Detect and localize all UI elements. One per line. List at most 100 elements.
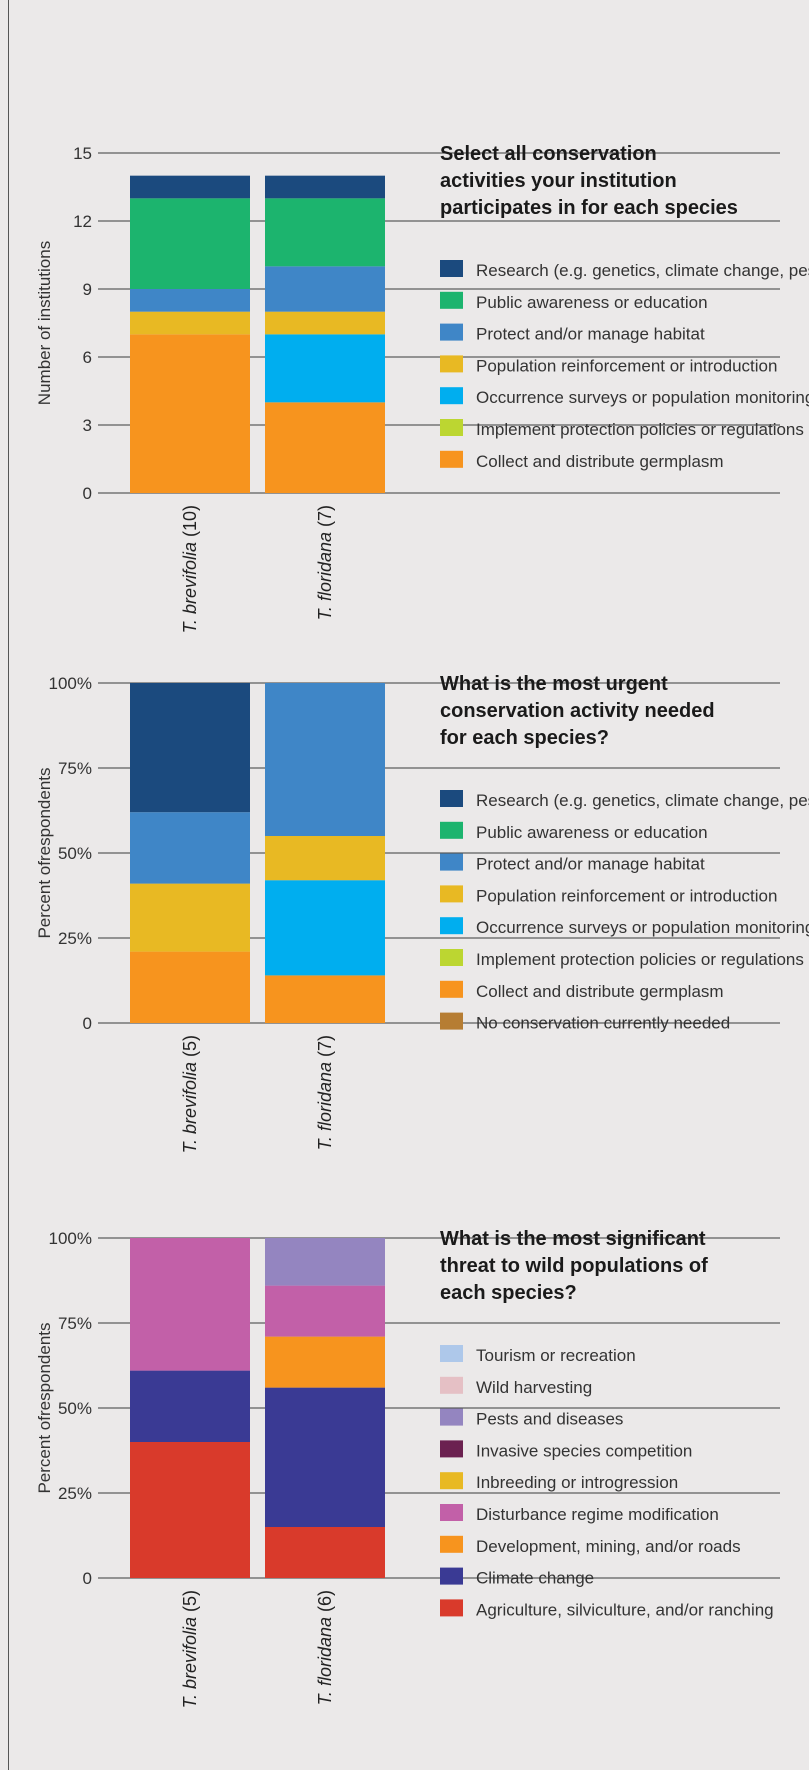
y-tick-label: 50% [58, 1399, 92, 1418]
legend-label: Collect and distribute germplasm [476, 452, 724, 471]
y-tick-label: 100% [49, 674, 92, 693]
y-tick-label: 6 [83, 348, 92, 367]
species-name: T. floridana [315, 527, 335, 620]
bar-segment [265, 683, 385, 836]
y-tick-label: 0 [83, 484, 92, 503]
legend-swatch [440, 1440, 463, 1458]
legend-label: Public awareness or education [476, 293, 708, 312]
bar-segment [265, 266, 385, 312]
legend-swatch [440, 980, 463, 998]
bar-segment [265, 1238, 385, 1286]
chart-significant-threat: 0 25% 50% 75% 100% Percent ofrespondents T. br… [35, 1228, 780, 1708]
bar-segment [130, 1238, 250, 1371]
bar-segment [265, 402, 385, 493]
x-category-label: T. floridana (7) [315, 505, 335, 620]
legend-swatch [440, 1345, 463, 1362]
legend-label: Research (e.g. genetics, climate change,… [476, 791, 809, 810]
bar-segment [130, 334, 250, 493]
bar-segment [130, 683, 250, 813]
legend-label: Population reinforcement or introduction [476, 886, 777, 905]
species-name: T. floridana [315, 1612, 335, 1705]
legend-label: Population reinforcement or introduction [476, 356, 777, 375]
respondent-count: (6) [315, 1590, 335, 1612]
y-tick-label: 100% [49, 1229, 92, 1248]
y-tick-label: 15 [73, 144, 92, 163]
legend-swatch [440, 291, 463, 309]
x-category-label: T. brevifolia (10) [180, 505, 200, 633]
bar-segment [265, 1285, 385, 1337]
legend-swatch [440, 355, 463, 373]
chart-title-line: conservation activity needed [440, 700, 715, 722]
legend-swatch [440, 419, 463, 436]
respondent-count: (10) [180, 505, 200, 537]
legend-label: Protect and/or manage habitat [476, 855, 705, 874]
legend-swatch [440, 1599, 463, 1617]
legend-label: Implement protection policies or regulat… [476, 950, 804, 969]
x-category-label: T. brevifolia (5) [180, 1590, 200, 1708]
y-axis-label: Number of institutions [35, 241, 54, 405]
bar-segment [130, 311, 250, 335]
bar-segment [265, 975, 385, 1023]
legend-swatch [440, 949, 463, 966]
respondent-count: (5) [180, 1035, 200, 1057]
frame-border [8, 0, 9, 1770]
chart-title-line: for each species? [440, 727, 609, 749]
bar-segment [130, 198, 250, 289]
bar-segment [265, 334, 385, 403]
y-tick-label: 75% [58, 1314, 92, 1333]
species-name: T. brevifolia [180, 1057, 200, 1153]
y-axis-label: Percent ofrespondents [35, 1322, 54, 1493]
legend-swatch [440, 450, 463, 468]
legend-label: Occurrence surveys or population monitor… [476, 918, 809, 937]
x-category-label: T. brevifolia (5) [180, 1035, 200, 1153]
legend-label: Research (e.g. genetics, climate change,… [476, 261, 809, 280]
chart-conservation-activities: 0 3 6 9 12 15 Number of institutions T. brevifo… [35, 143, 809, 633]
legend-swatch [440, 323, 463, 341]
chart-title-line: activities your institution [440, 170, 677, 192]
bar-segment [265, 836, 385, 881]
y-tick-label: 50% [58, 844, 92, 863]
legend-swatch [440, 260, 463, 277]
y-tick-label: 25% [58, 1484, 92, 1503]
bar-segment [265, 175, 385, 199]
bar-segment [265, 198, 385, 267]
respondent-count: (7) [315, 505, 335, 527]
legend-swatch [440, 790, 463, 807]
y-tick-label: 0 [83, 1569, 92, 1588]
bar-segment [265, 880, 385, 976]
bar-segment [130, 951, 250, 1023]
legend-label: Disturbance regime modification [476, 1505, 719, 1524]
bar-segment [265, 311, 385, 335]
chart-urgent-activity: 0 25% 50% 75% 100% Percent ofrespondents T. br… [35, 673, 809, 1153]
bar-segment [130, 812, 250, 884]
chart-title-line: What is the most urgent [440, 673, 668, 695]
legend-label: Tourism or recreation [476, 1346, 636, 1365]
species-name: T. brevifolia [180, 1612, 200, 1708]
species-name: T. floridana [315, 1057, 335, 1150]
y-tick-label: 0 [83, 1014, 92, 1033]
legend-label: Occurrence surveys or population monitor… [476, 388, 809, 407]
respondent-count: (7) [315, 1035, 335, 1057]
y-tick-label: 25% [58, 929, 92, 948]
y-tick-label: 3 [83, 416, 92, 435]
legend-swatch [440, 1472, 463, 1490]
legend-label: Pests and diseases [476, 1410, 623, 1429]
y-tick-label: 12 [73, 212, 92, 231]
y-tick-label: 9 [83, 280, 92, 299]
chart-title-line: each species? [440, 1282, 577, 1304]
bar-segment [130, 883, 250, 952]
bar-segment [265, 1336, 385, 1388]
legend-label: Public awareness or education [476, 823, 708, 842]
legend-swatch [440, 1408, 463, 1426]
legend-label: No conservation currently needed [476, 1014, 730, 1033]
legend-label: Implement protection policies or regulat… [476, 420, 804, 439]
legend-swatch [440, 917, 463, 935]
chart-title-line: Select all conservation [440, 143, 657, 165]
legend-label: Wild harvesting [476, 1378, 592, 1397]
y-tick-label: 75% [58, 759, 92, 778]
bar-segment [130, 1370, 250, 1442]
legend-swatch [440, 853, 463, 871]
legend-label: Agriculture, silviculture, and/or ranchi… [476, 1600, 774, 1619]
legend-swatch [440, 885, 463, 903]
